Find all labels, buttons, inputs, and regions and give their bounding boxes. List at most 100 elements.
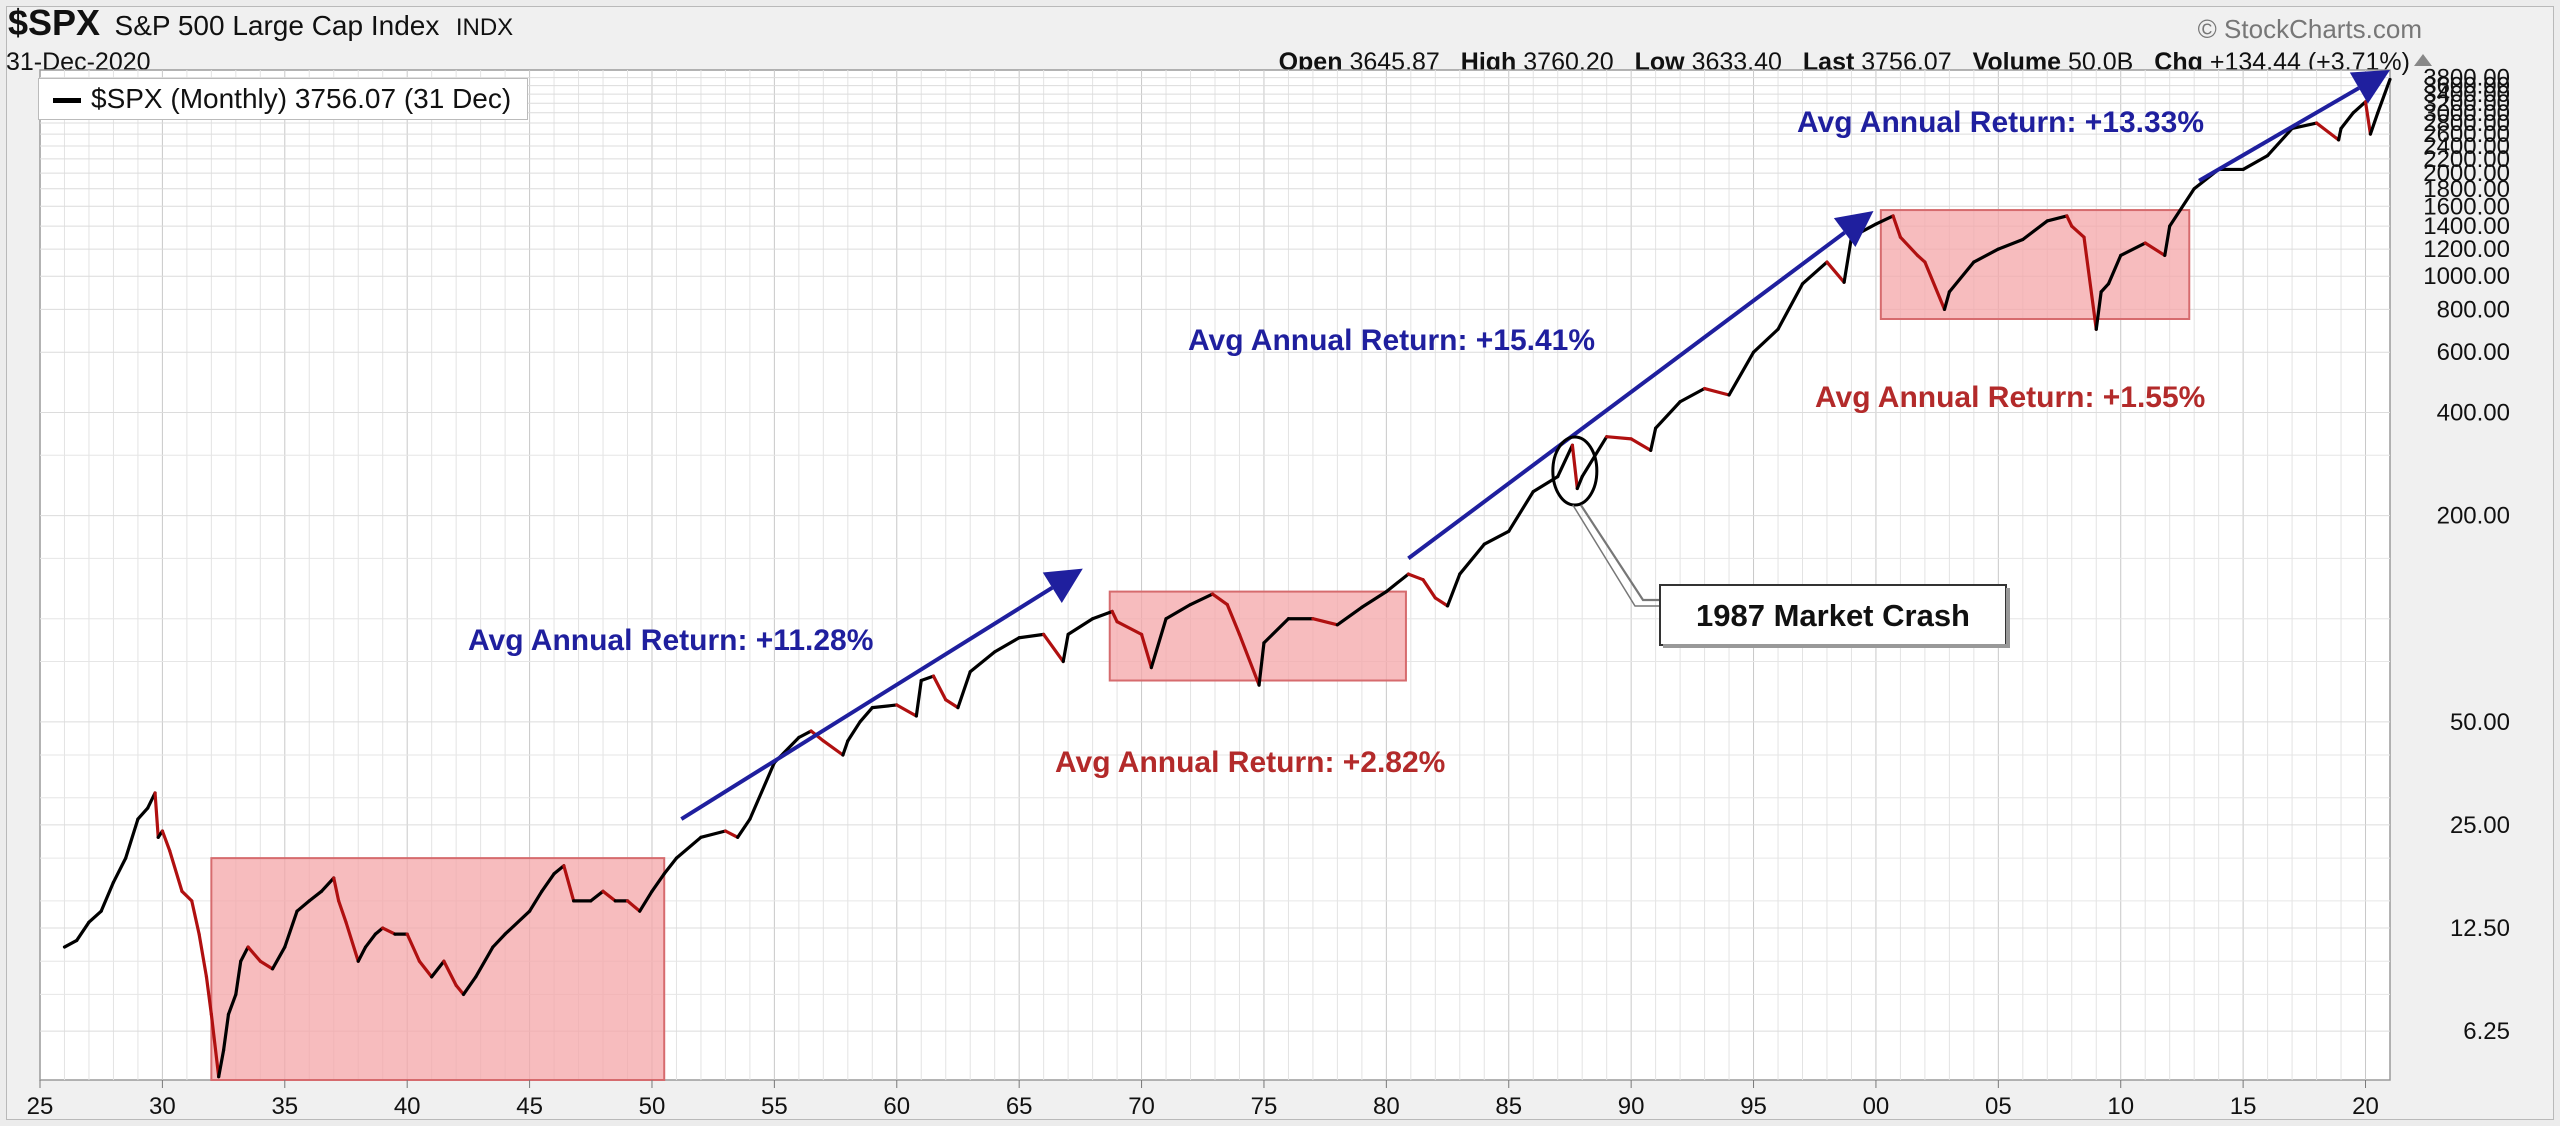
price-line-segment <box>1110 609 1119 624</box>
price-line-segment <box>2339 111 2355 131</box>
price-line-segment <box>674 835 703 860</box>
price-line-segment <box>2351 100 2368 115</box>
price-line-segment <box>136 806 150 821</box>
scroll-up-icon[interactable] <box>2414 54 2432 66</box>
annotation-text: Avg Annual Return: +15.41% <box>1188 324 1595 357</box>
price-line-segment <box>944 698 960 710</box>
x-tick-label: 20 <box>2352 1093 2379 1120</box>
x-tick-label: 90 <box>1618 1093 1645 1120</box>
callout-box <box>1659 584 2007 646</box>
price-line-segment <box>1776 282 1805 331</box>
price-line-segment <box>2290 121 2319 131</box>
price-line-segment <box>1061 632 1070 664</box>
price-line-segment <box>417 959 434 979</box>
annotation-text: Avg Annual Return: +2.82% <box>1055 746 1445 779</box>
price-line-segment <box>1507 490 1535 533</box>
price-line-segment <box>2106 253 2123 286</box>
price-line-segment <box>2143 241 2167 258</box>
callout-label: 1987 Market Crash <box>1696 598 1970 633</box>
price-line-segment <box>1825 260 1846 284</box>
price-line-segment <box>993 636 1021 654</box>
x-tick-label: 10 <box>2107 1093 2134 1120</box>
price-line-segment <box>1972 247 2000 264</box>
price-line-segment <box>226 992 238 1016</box>
legend-label: $SPX (Monthly) 3756.07 (31 Dec) <box>91 83 512 114</box>
x-tick-label: 15 <box>2230 1093 2257 1120</box>
price-line-segment <box>1629 437 1653 453</box>
price-line-segment <box>956 670 972 710</box>
price-line-segment <box>723 829 740 839</box>
x-tick-label: 85 <box>1495 1093 1522 1120</box>
price-line-segment <box>258 959 275 971</box>
price-line-segment <box>405 932 422 963</box>
annotation-text: Avg Annual Return: +13.33% <box>1797 106 2204 139</box>
price-line-segment <box>589 889 605 903</box>
price-line-segment <box>1115 620 1144 636</box>
price-line-segment <box>2363 100 2373 136</box>
price-line-segment <box>2065 214 2074 228</box>
trend-arrow-head <box>2349 70 2390 104</box>
price-line-segment <box>204 975 213 1016</box>
x-tick-label: 75 <box>1251 1093 1278 1120</box>
price-line-segment <box>914 678 923 718</box>
price-line-segment <box>1556 443 1574 479</box>
price-line-segment <box>1433 596 1450 608</box>
symbol-ticker[interactable]: $SPX <box>8 2 101 43</box>
price-line-segment <box>1257 641 1266 687</box>
price-line-segment <box>87 909 103 924</box>
price-line-segment <box>168 849 184 893</box>
sideways-range-box <box>1108 590 1407 682</box>
price-line-segment <box>2021 219 2049 242</box>
price-line-segment <box>919 674 936 683</box>
price-line-segment <box>99 880 116 913</box>
y-tick-label: 2800.00 <box>2423 110 2510 137</box>
price-line-segment <box>1445 572 1462 608</box>
price-line-segment <box>527 889 544 913</box>
price-line-segment <box>1751 327 1780 354</box>
price-line-segment <box>461 975 478 997</box>
x-tick-label: 50 <box>639 1093 666 1120</box>
price-line-segment <box>1947 260 1976 294</box>
x-tick-label: 35 <box>271 1093 298 1120</box>
price-line-segment <box>1727 350 1756 397</box>
legend: $SPX (Monthly) 3756.07 (31 Dec) <box>38 78 529 120</box>
price-line-segment <box>307 889 324 903</box>
y-tick-label: 6.25 <box>2463 1018 2510 1045</box>
y-tick-label: 2000.00 <box>2423 160 2510 187</box>
brand-label[interactable]: © StockCharts.com <box>2197 14 2422 44</box>
x-tick-label: 25 <box>27 1093 54 1120</box>
y-tick-label: 3600.00 <box>2423 73 2510 100</box>
y-tick-label: 400.00 <box>2437 400 2510 427</box>
price-line-segment <box>846 720 862 743</box>
price-line-segment <box>234 959 243 997</box>
x-tick-label: 70 <box>1128 1093 1155 1120</box>
price-line-segment <box>1066 617 1095 636</box>
y-tick-label: 50.00 <box>2450 709 2510 736</box>
y-tick-label: 1600.00 <box>2423 193 2510 220</box>
price-line-segment <box>491 932 507 949</box>
price-line-segment <box>1891 214 1903 239</box>
price-line-segment <box>1800 260 1829 286</box>
price-line-segment <box>638 889 654 913</box>
annotation-text: Avg Annual Return: +1.55% <box>1815 381 2205 414</box>
price-line-segment <box>2368 111 2380 136</box>
price-line-segment <box>319 876 336 893</box>
price-line-segment <box>858 706 874 724</box>
price-line-segment <box>1654 400 1682 430</box>
price-line-segment <box>699 829 728 839</box>
price-line-segment <box>356 945 368 963</box>
price-line-segment <box>821 739 845 757</box>
price-line-segment <box>1570 443 1579 491</box>
y-tick-label: 2200.00 <box>2423 146 2510 173</box>
price-line-segment <box>160 829 172 853</box>
price-line-segment <box>270 945 287 971</box>
price-line-segment <box>748 761 776 821</box>
y-tick-label: 3200.00 <box>2423 90 2510 117</box>
x-tick-label: 40 <box>394 1093 421 1120</box>
price-line-segment <box>283 909 299 949</box>
price-line-segment <box>217 1048 226 1079</box>
price-line-segment <box>2094 290 2103 331</box>
price-line-segment <box>295 899 311 913</box>
price-line-segment <box>2070 224 2086 239</box>
